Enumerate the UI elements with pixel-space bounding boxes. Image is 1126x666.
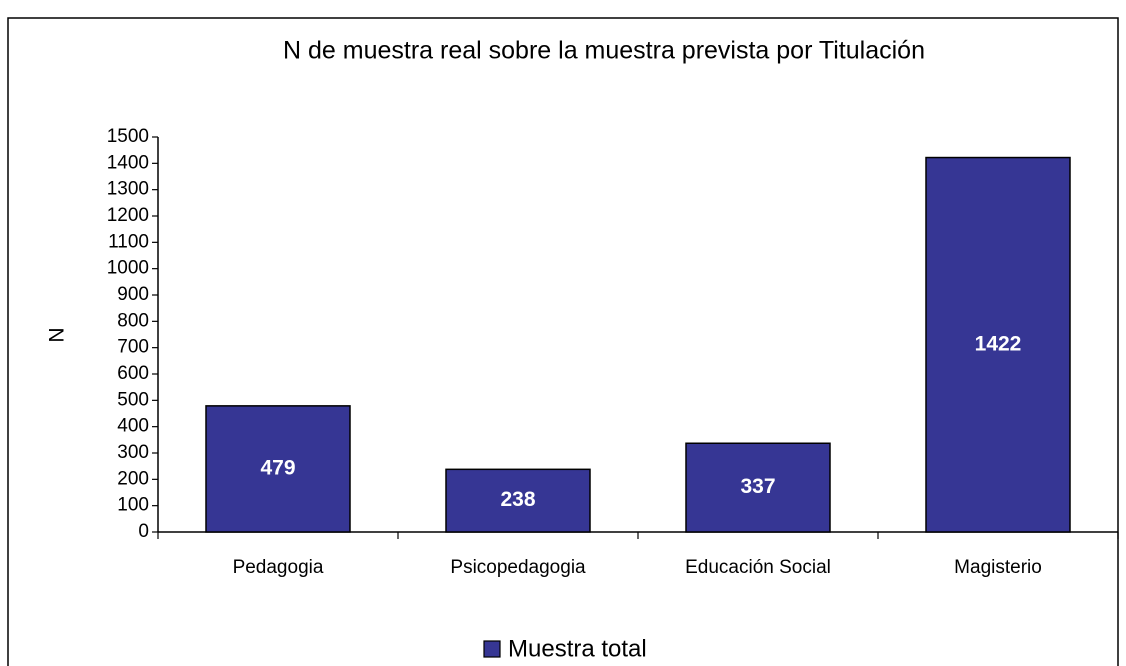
- chart-title: N de muestra real sobre la muestra previ…: [283, 37, 925, 65]
- legend-label: Muestra total: [508, 635, 647, 662]
- y-tick-label: 700: [117, 337, 149, 358]
- value-label: 337: [740, 475, 775, 498]
- value-label: 238: [500, 488, 535, 511]
- bar: [445, 468, 591, 533]
- x-tick-label: Magisterio: [954, 557, 1042, 578]
- bar: [925, 156, 1071, 533]
- y-tick-label: 0: [138, 521, 149, 542]
- y-tick-label: 400: [117, 416, 149, 437]
- x-tick-label: Psicopedagogia: [450, 557, 586, 578]
- y-tick-label: 900: [117, 284, 149, 305]
- y-tick-label: 100: [117, 495, 149, 516]
- y-tick-label: 200: [117, 468, 149, 489]
- value-label: 479: [260, 456, 295, 479]
- y-tick-label: 1100: [108, 231, 149, 252]
- y-tick-label: 1200: [107, 205, 149, 226]
- bar: [685, 442, 831, 533]
- y-axis-label: N: [46, 327, 69, 342]
- legend-swatch: [483, 640, 501, 658]
- x-tick-label: Educación Social: [685, 557, 831, 578]
- y-tick-label: 1000: [107, 258, 149, 279]
- y-tick-label: 600: [117, 363, 149, 384]
- bar: [205, 405, 351, 533]
- value-label: 1422: [975, 332, 1022, 355]
- y-tick-label: 1400: [107, 152, 149, 173]
- y-tick-label: 500: [117, 389, 149, 410]
- x-tick-label: Pedagogia: [233, 557, 324, 578]
- y-tick-label: 1500: [107, 126, 149, 147]
- y-tick-label: 1300: [107, 179, 149, 200]
- y-tick-label: 800: [117, 310, 149, 331]
- y-tick-label: 300: [117, 442, 149, 463]
